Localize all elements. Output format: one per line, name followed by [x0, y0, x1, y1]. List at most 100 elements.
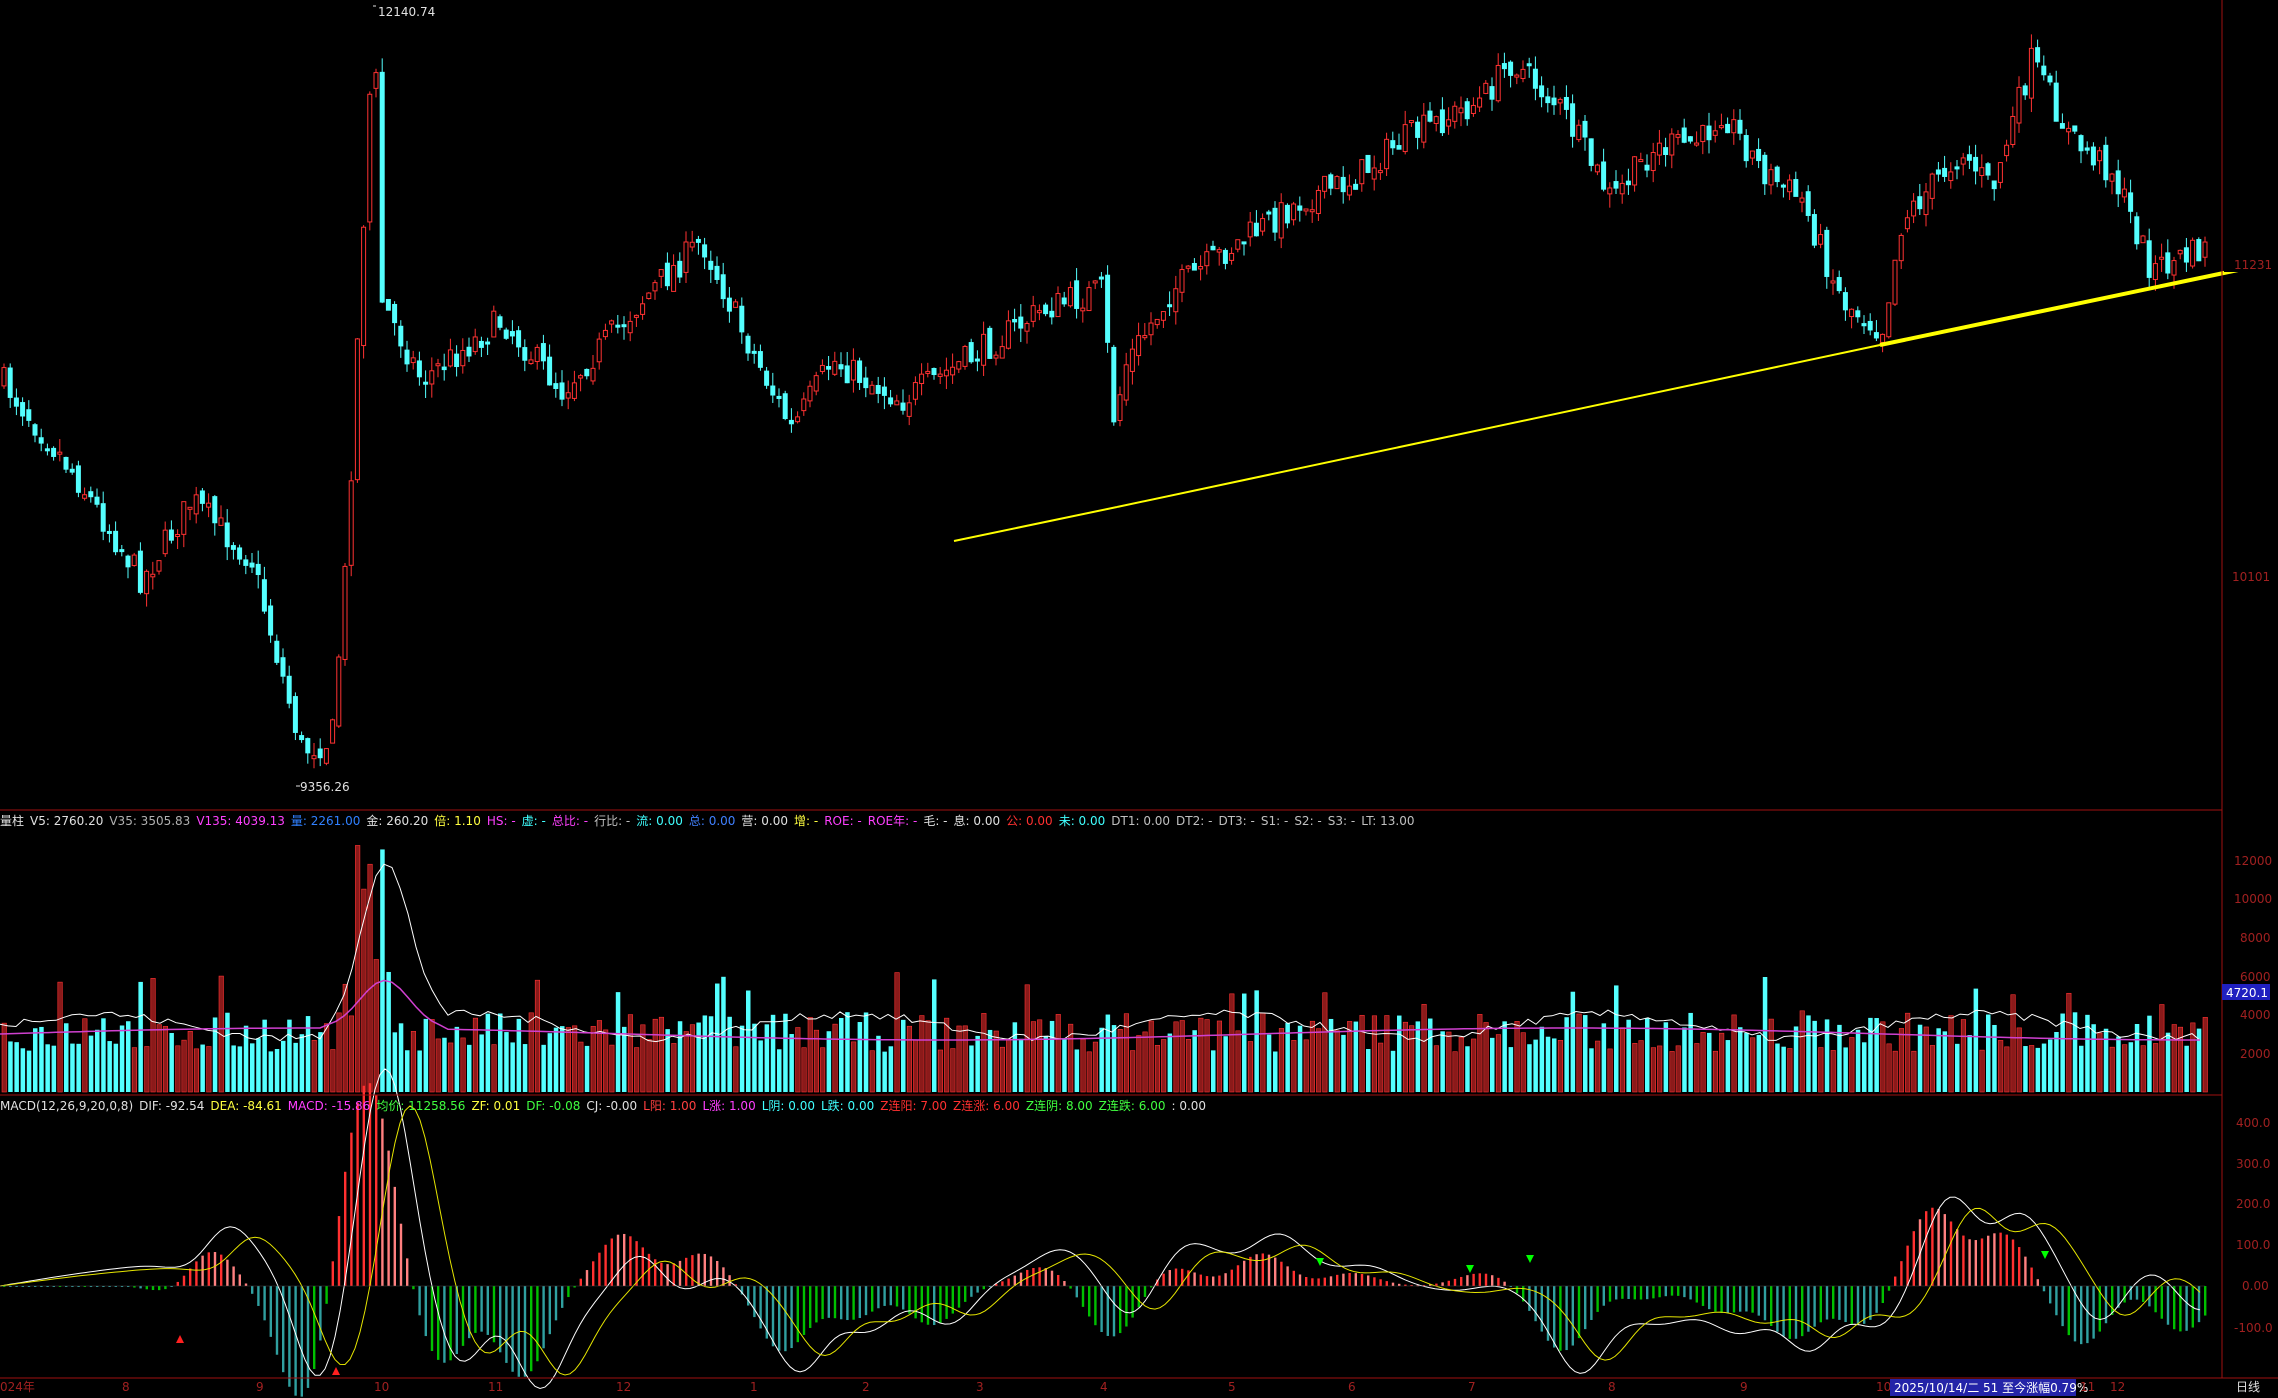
candle-body — [1588, 138, 1594, 166]
volume-bar — [807, 1017, 813, 1093]
candle-body — [2177, 249, 2183, 255]
candle-body — [1427, 110, 1433, 122]
volume-bar — [2004, 1046, 2010, 1093]
date-label: 11 — [2080, 1380, 2095, 1394]
candle-body — [1377, 170, 1383, 174]
macd-histogram-bar — [319, 1286, 322, 1341]
macd-histogram-bar — [1602, 1286, 1605, 1306]
candle-body — [292, 696, 298, 733]
candle-body — [1160, 311, 1166, 321]
macd-histogram-bar — [1875, 1286, 1878, 1313]
candle-body — [1012, 319, 1018, 323]
candle-body — [1836, 277, 1842, 292]
volume-bar — [101, 1018, 106, 1092]
volume-bar — [609, 1044, 615, 1093]
candle-body — [131, 554, 137, 567]
candle-body — [832, 360, 838, 375]
macd-histogram-bar — [2142, 1286, 2145, 1302]
candle-body — [199, 490, 205, 504]
macd-histogram-bar — [1081, 1286, 1085, 1307]
macd-histogram-bar — [660, 1262, 663, 1286]
candle-body — [788, 419, 794, 425]
candle-body — [2066, 127, 2072, 133]
volume-bar — [88, 1035, 94, 1092]
volume-bar — [932, 979, 937, 1092]
macd-histogram-bar — [1038, 1267, 1041, 1286]
candle-body — [32, 424, 38, 436]
candle-body — [168, 529, 174, 541]
volume-bar — [1886, 1043, 1892, 1093]
candle-body — [1353, 183, 1359, 190]
candle-body — [875, 385, 881, 394]
macd-histogram-bar — [176, 1281, 179, 1286]
volume-bar — [1490, 1037, 1495, 1092]
candle-body — [2146, 240, 2152, 278]
macd-histogram-bar — [1416, 1285, 1419, 1287]
volume-bar — [962, 1025, 968, 1093]
volume-bar — [262, 1019, 267, 1092]
macd-histogram-bar — [350, 1132, 353, 1286]
candle-body — [1960, 157, 1966, 165]
candle-body — [82, 494, 88, 499]
macd-histogram-bar — [2011, 1239, 2015, 1286]
volume-bar — [330, 1049, 336, 1093]
candle-body — [51, 447, 57, 457]
macd-histogram-bar — [1881, 1286, 1884, 1304]
volume-bar — [2091, 1024, 2096, 1092]
date-axis[interactable]: 024年 8 9 10 11 12 1 2 3 4 5 6 7 8 9 10 2… — [0, 1379, 2260, 1396]
date-label: 7 — [1468, 1380, 1476, 1394]
price-tick-label: 10101 — [2232, 570, 2270, 584]
macd-panel[interactable] — [0, 1068, 2207, 1397]
candle-body — [2010, 115, 2016, 145]
volume-panel[interactable] — [0, 845, 2208, 1093]
macd-histogram-bar — [393, 1186, 396, 1286]
period-button[interactable]: 日线 — [2236, 1380, 2260, 1394]
volume-bar — [1167, 1033, 1173, 1092]
candle-body — [491, 310, 497, 338]
candle-body — [708, 260, 714, 270]
volume-bar — [708, 1016, 714, 1092]
volume-indicator-header: 量柱 V5: 2760.20 V35: 3505.83 V135: 4039.13 量:… — [0, 812, 1420, 830]
volume-tick-label: 12000 — [2234, 854, 2272, 868]
volume-bar — [1694, 1043, 1700, 1093]
price-annotations: 12140.74 9356.26 — [300, 5, 435, 794]
candle-body — [863, 377, 869, 389]
candle-body — [311, 755, 317, 760]
volume-bar — [1086, 1051, 1092, 1093]
volume-bar — [1960, 1019, 1966, 1093]
candle-body — [416, 360, 422, 378]
macd-histogram-bar — [387, 1150, 390, 1286]
volume-bar — [950, 1048, 956, 1093]
volume-bar — [20, 1048, 26, 1092]
price-panel[interactable] — [1, 5, 2270, 787]
candle-body — [94, 496, 100, 505]
selected-date-box[interactable] — [1890, 1379, 2076, 1396]
macd-histogram-bar — [1850, 1286, 1853, 1325]
macd-histogram-bar — [722, 1267, 725, 1286]
volume-bar — [1223, 1036, 1228, 1092]
candle-body — [1799, 197, 1805, 203]
macd-histogram-bar — [1856, 1286, 1860, 1326]
volume-bar — [1421, 1004, 1427, 1093]
candle-body — [943, 369, 949, 377]
macd-header-field: L阴: 0.00 — [761, 1099, 815, 1113]
volume-bar — [1, 1022, 7, 1093]
candle-body — [38, 437, 44, 444]
candle-body — [1675, 134, 1681, 138]
candle-body — [63, 456, 69, 470]
candle-body — [1272, 207, 1278, 233]
volume-bar — [2072, 1012, 2078, 1092]
volume-bar — [2016, 1027, 2022, 1093]
macd-histogram-bar — [412, 1286, 415, 1290]
volume-bar — [510, 1042, 515, 1092]
volume-bar — [1347, 1021, 1353, 1093]
volume-bar — [1402, 1021, 1408, 1093]
candle-body — [441, 366, 447, 371]
candle-body — [478, 340, 484, 348]
date-label: 4 — [1100, 1380, 1108, 1394]
candle-body — [1948, 171, 1954, 182]
macd-histogram-bar — [1032, 1268, 1035, 1286]
candle-body — [1179, 269, 1185, 293]
candle-body — [1520, 68, 1526, 80]
